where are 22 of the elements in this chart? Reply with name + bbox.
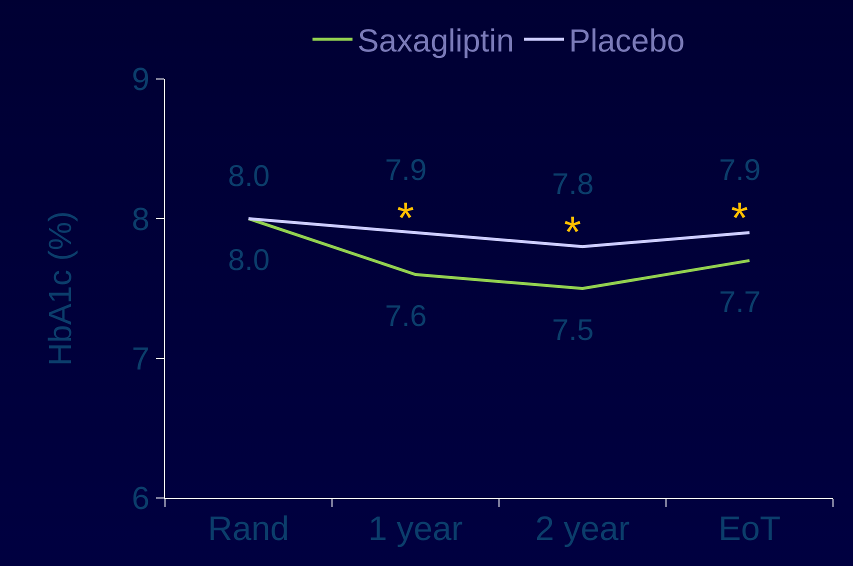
data-label: 7.5 (552, 314, 594, 347)
data-label: 7.9 (719, 154, 761, 187)
x-tick-label: 2 year (535, 510, 630, 548)
y-tick-label: 9 (132, 61, 150, 98)
annotation: * (397, 194, 414, 243)
y-tick-label: 8 (132, 200, 150, 237)
data-label: 7.6 (385, 300, 427, 333)
annotation: * (564, 208, 582, 257)
data-label: 7.9 (385, 154, 427, 187)
data-label: 7.8 (552, 168, 594, 201)
annotation: * (731, 194, 748, 243)
data-label: 8.0 (228, 244, 270, 277)
x-tick-label: 1 year (368, 510, 463, 548)
x-tick-label: Rand (208, 510, 290, 548)
data-label: 7.7 (719, 286, 761, 319)
data-label: 8.0 (228, 160, 270, 193)
legend-label: Placebo (569, 22, 685, 59)
x-tick-label: EoT (718, 510, 781, 548)
y-axis-title: HbA1c (%) (42, 211, 78, 366)
y-tick-label: 6 (132, 480, 150, 516)
y-tick-label: 7 (132, 340, 150, 377)
legend-label: Saxagliptin (358, 22, 514, 59)
